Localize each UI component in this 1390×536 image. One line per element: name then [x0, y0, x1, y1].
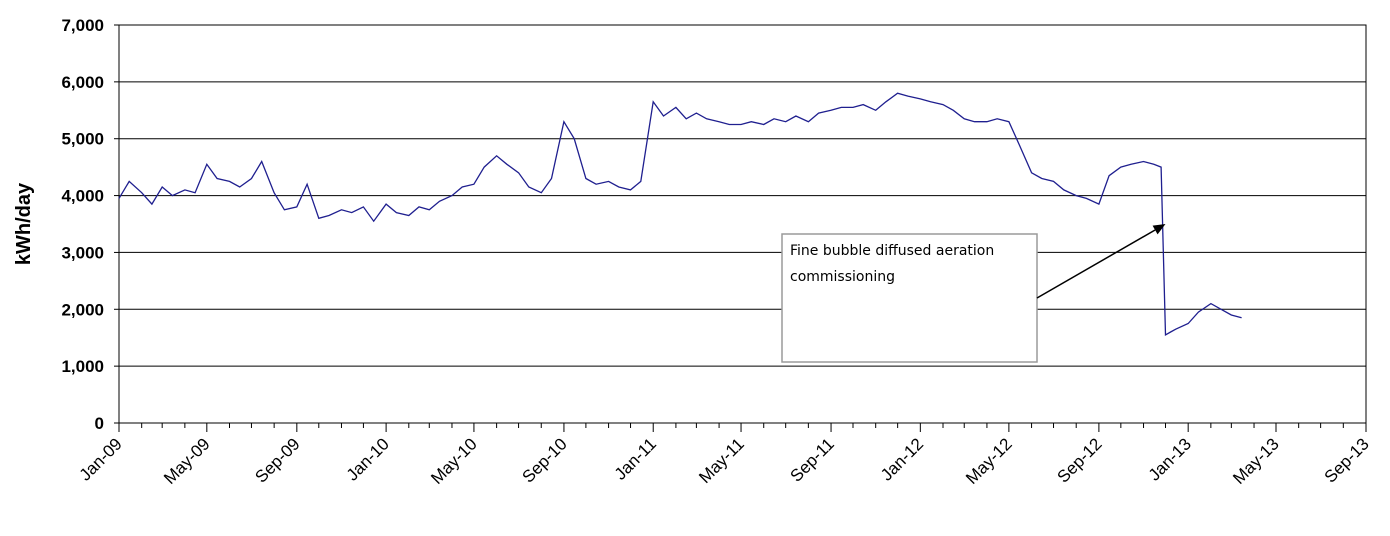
annotation-line-1: Fine bubble diffused aeration	[790, 243, 994, 259]
x-tick-label: May-12	[962, 434, 1016, 488]
x-tick-label: May-13	[1229, 434, 1283, 488]
annotation-line-2: commissioning	[790, 269, 895, 285]
x-tick-label: Sep-10	[519, 434, 571, 486]
series-line-kwh	[118, 92, 1242, 337]
annotation-arrow	[1036, 229, 1156, 299]
y-tick-label: 1,000	[61, 357, 104, 376]
annotation-arrowhead	[1152, 224, 1166, 235]
y-tick-label: 5,000	[61, 130, 104, 149]
y-tick-label: 6,000	[61, 73, 104, 92]
x-tick-label: Jan-10	[343, 434, 393, 484]
y-axis-ticks: 0 1,000 2,000 3,000 4,000 5,000 6,000 7,000	[61, 16, 119, 433]
y-axis-label: kWh/day	[13, 182, 35, 265]
x-tick-label: Sep-09	[251, 434, 303, 486]
x-tick-label: May-10	[427, 434, 481, 488]
x-tick-label: May-11	[695, 434, 748, 487]
x-axis-ticks: Jan-09 May-09 Sep-09 Jan-10 May-10 Sep-10 Jan-…	[76, 423, 1373, 488]
x-tick-label: Sep-11	[787, 434, 838, 485]
y-tick-label: 0	[95, 414, 104, 433]
annotation-box	[781, 233, 1038, 363]
x-tick-label: Sep-12	[1054, 434, 1106, 486]
y-tick-label: 3,000	[61, 243, 104, 262]
plot-area	[118, 24, 1367, 424]
x-tick-label: Jan-13	[1145, 434, 1195, 484]
x-tick-label: Jan-11	[611, 434, 660, 483]
x-tick-label: May-09	[160, 434, 214, 488]
annotation: Fine bubble diffused aeration commission…	[781, 224, 1166, 363]
gridlines	[119, 24, 1366, 424]
x-tick-label: Sep-13	[1321, 434, 1373, 486]
y-tick-label: 2,000	[61, 300, 104, 319]
y-tick-label: 4,000	[61, 187, 104, 206]
x-tick-label: Jan-09	[76, 434, 126, 484]
y-tick-label: 7,000	[61, 16, 104, 35]
x-tick-label: Jan-12	[877, 434, 927, 484]
